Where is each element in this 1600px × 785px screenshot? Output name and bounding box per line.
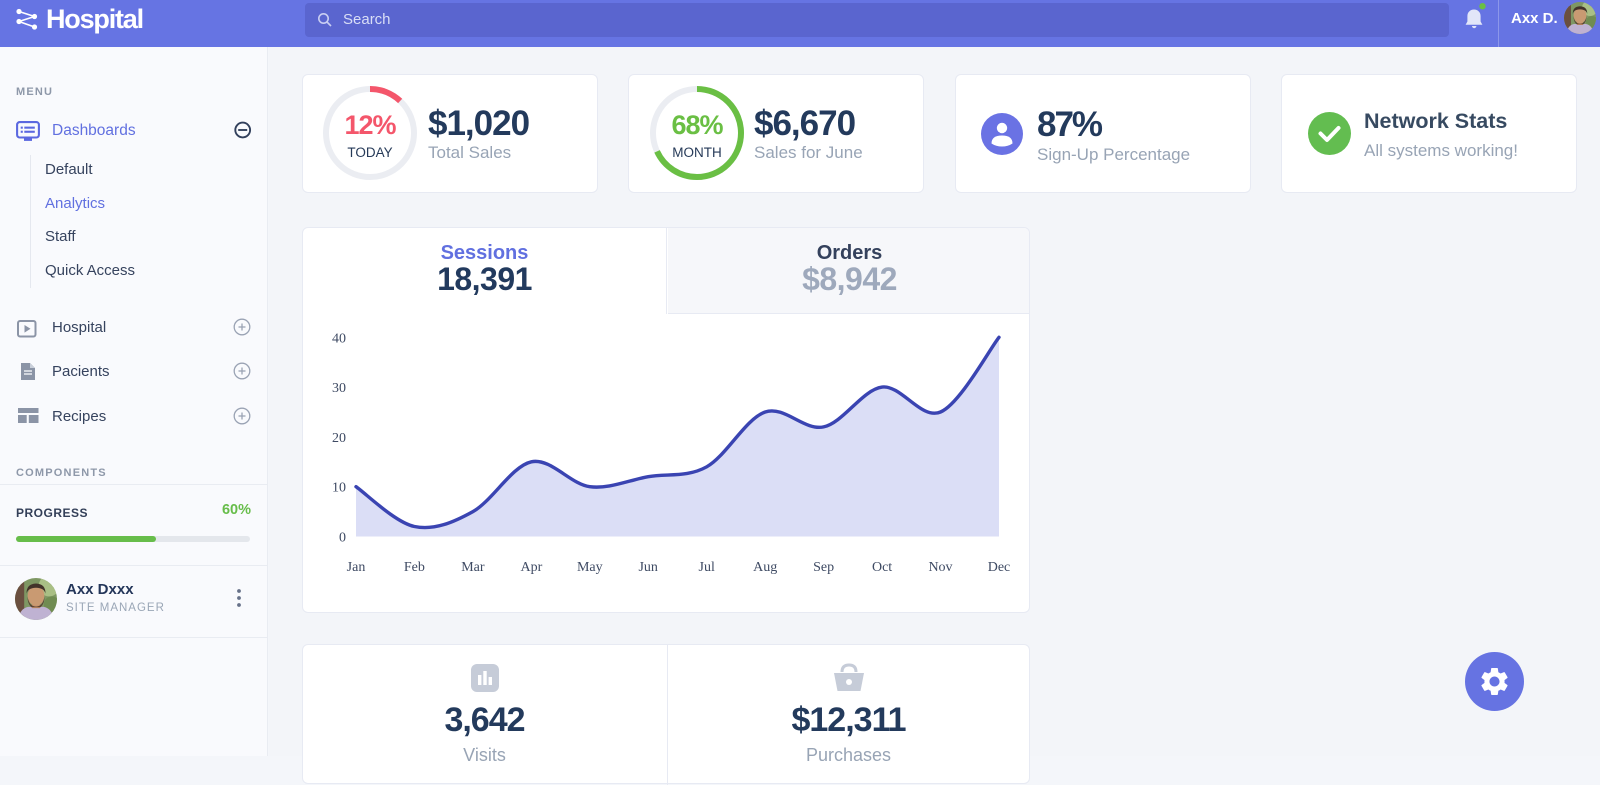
svg-text:0: 0 bbox=[339, 531, 346, 546]
svg-text:Aug: Aug bbox=[753, 560, 777, 575]
svg-text:Sep: Sep bbox=[813, 560, 834, 575]
svg-text:Apr: Apr bbox=[521, 560, 543, 575]
svg-text:Jun: Jun bbox=[638, 560, 657, 575]
svg-text:40: 40 bbox=[332, 331, 346, 346]
svg-text:30: 30 bbox=[332, 381, 346, 396]
svg-text:Dec: Dec bbox=[988, 560, 1011, 575]
svg-text:May: May bbox=[577, 560, 603, 575]
svg-text:Jul: Jul bbox=[699, 560, 715, 575]
svg-text:Oct: Oct bbox=[872, 560, 892, 575]
svg-text:10: 10 bbox=[332, 481, 346, 496]
svg-text:Mar: Mar bbox=[461, 560, 485, 575]
svg-text:Jan: Jan bbox=[347, 560, 366, 575]
svg-text:Nov: Nov bbox=[928, 560, 952, 575]
svg-text:Feb: Feb bbox=[404, 560, 425, 575]
svg-text:20: 20 bbox=[332, 431, 346, 446]
